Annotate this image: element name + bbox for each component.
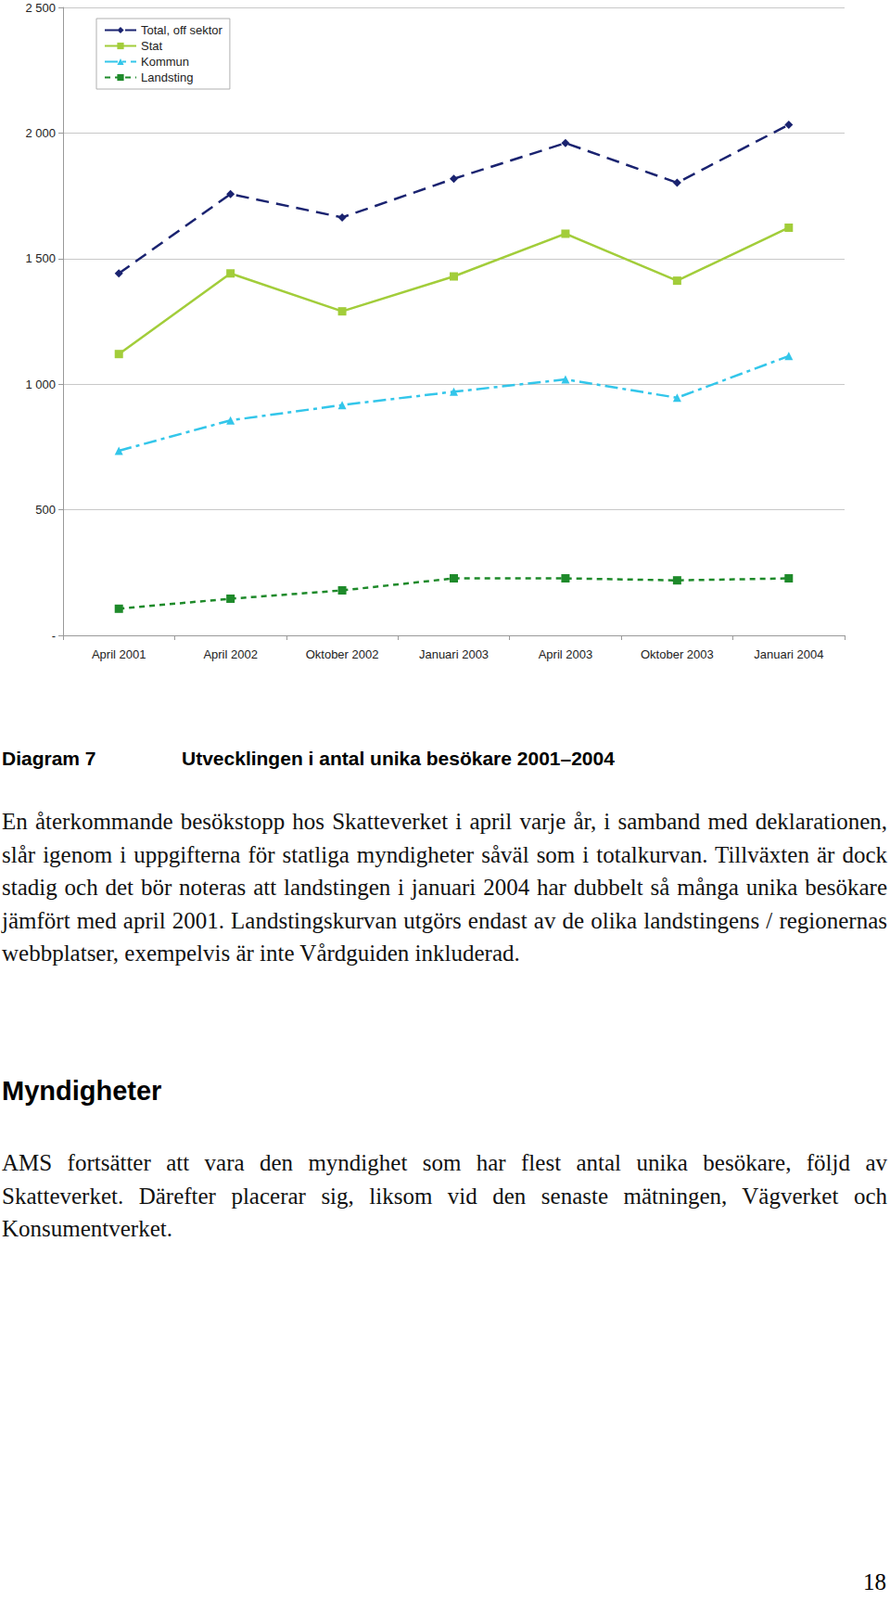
- svg-text:-: -: [51, 628, 56, 643]
- svg-text:April 2002: April 2002: [203, 647, 258, 662]
- svg-text:Stat: Stat: [140, 38, 164, 53]
- svg-text:500: 500: [35, 502, 56, 517]
- svg-text:Total, off sektor: Total, off sektor: [140, 23, 224, 38]
- svg-text:2 500: 2 500: [25, 0, 56, 15]
- svg-text:Oktober 2003: Oktober 2003: [640, 647, 714, 662]
- svg-text:Januari 2003: Januari 2003: [419, 647, 489, 662]
- html-text:En återkommande besökstopp hos: En återkommande besökstopp hos Skattever…: [1, 808, 888, 966]
- svg-text:Kommun: Kommun: [140, 54, 190, 69]
- svg-text:Januari 2004: Januari 2004: [753, 647, 824, 662]
- svg-text:1 000: 1 000: [25, 377, 56, 392]
- svg-text:1 500: 1 500: [25, 251, 56, 266]
- html-text:AMS fortsätter att vara den my: AMS fortsätter att vara den myndighet so…: [1, 1149, 888, 1241]
- svg-text:Landsting: Landsting: [140, 70, 193, 85]
- svg-text:2 000: 2 000: [25, 126, 56, 140]
- svg-text:Oktober 2002: Oktober 2002: [305, 647, 380, 662]
- svg-text:April 2003: April 2003: [538, 647, 594, 662]
- svg-text:April 2001: April 2001: [91, 647, 147, 662]
- html-text:18: 18: [863, 1568, 887, 1594]
- html-text:Utvecklingen i antal unika bes: Utvecklingen i antal unika besökare 2001…: [181, 747, 615, 769]
- html-text:Diagram 7: Diagram 7: [1, 747, 96, 769]
- html-text:Myndigheter: Myndigheter: [1, 1075, 162, 1106]
